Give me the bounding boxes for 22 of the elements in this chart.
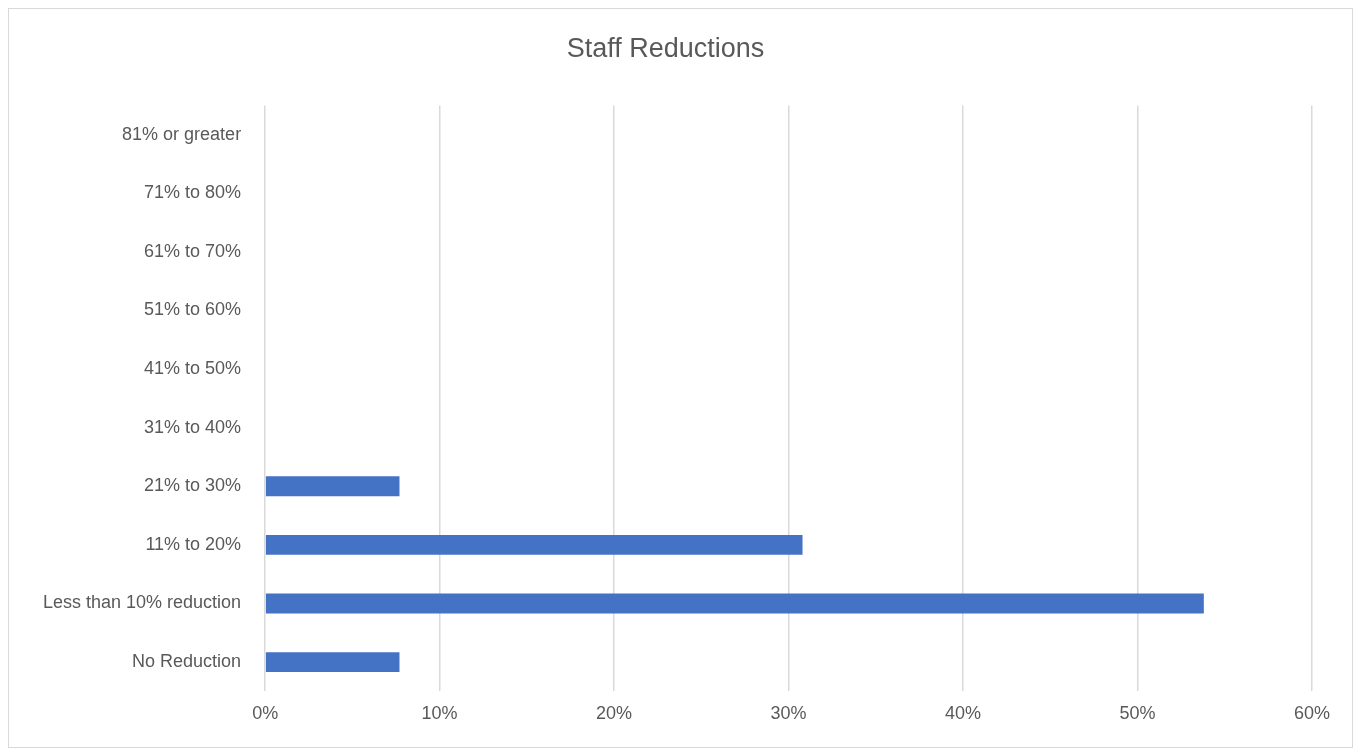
y-tick-label: 21% to 30% <box>144 475 242 496</box>
y-tick-label: No Reduction <box>132 651 242 672</box>
x-tick-label: 40% <box>945 703 982 724</box>
y-tick-label: 71% to 80% <box>144 182 242 203</box>
y-tick-label: 51% to 60% <box>144 299 242 320</box>
bar <box>265 534 803 555</box>
x-tick-label: 30% <box>770 703 807 724</box>
x-tick-label: 10% <box>421 703 458 724</box>
y-tick-label: 61% to 70% <box>144 240 242 261</box>
bar <box>265 476 400 497</box>
bar <box>265 593 1204 614</box>
y-tick-label: 81% or greater <box>122 123 242 144</box>
y-tick-label: Less than 10% reduction <box>42 592 242 613</box>
chart-title: Staff Reductions <box>566 32 765 63</box>
y-tick-label: 41% to 50% <box>144 358 242 379</box>
x-tick-label: 60% <box>1293 703 1331 724</box>
y-tick-label: 31% to 40% <box>144 416 242 437</box>
x-tick-label: 0% <box>252 703 279 724</box>
x-tick-label: 20% <box>596 703 633 724</box>
x-tick-label: 50% <box>1119 703 1156 724</box>
bar <box>265 652 400 673</box>
y-tick-label: 11% to 20% <box>145 533 242 554</box>
